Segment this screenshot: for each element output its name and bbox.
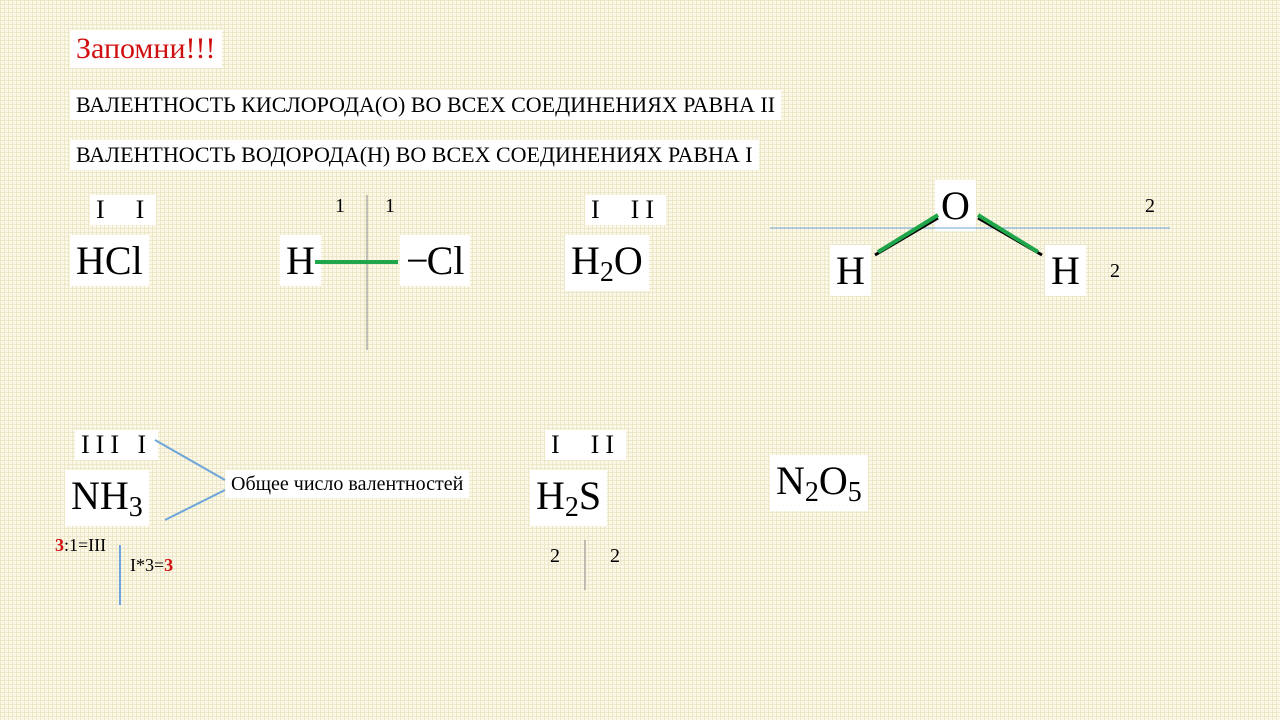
nh3-val-n: III bbox=[81, 430, 125, 459]
h2s-h: H bbox=[536, 473, 565, 518]
h2o-sub2: 2 bbox=[600, 257, 614, 288]
nh3-n: N bbox=[71, 473, 100, 518]
nh3-formula: NH3 bbox=[65, 470, 149, 526]
h2o-count-side: 2 bbox=[1110, 260, 1120, 283]
h2s-s: S bbox=[579, 473, 601, 518]
h2s-formula: H2S bbox=[530, 470, 607, 526]
hcl-struct-cl: −Cl bbox=[400, 235, 470, 286]
nh3-note: Общее число валентностей bbox=[225, 470, 469, 498]
h2s-val-s: II bbox=[591, 430, 620, 459]
h2o-formula: H2O bbox=[565, 235, 649, 291]
hcl-val-cl: I bbox=[136, 195, 151, 224]
nh3-mult-post: 3 bbox=[164, 555, 173, 575]
n2o5-o: O bbox=[819, 458, 848, 503]
nh3-ratio: 3:1=III bbox=[55, 535, 106, 556]
nh3-h: H bbox=[100, 473, 129, 518]
h2s-count-l: 2 bbox=[550, 545, 560, 568]
nh3-mult-pre: I*3= bbox=[130, 555, 164, 575]
rule-hydrogen: ВАЛЕНТНОСТЬ ВОДОРОДА(H) ВО ВСЕХ СОЕДИНЕН… bbox=[70, 140, 759, 170]
h2o-val-h: I bbox=[591, 195, 606, 224]
nh3-mult: I*3=3 bbox=[130, 555, 173, 576]
h2o-struct-o: O bbox=[935, 180, 976, 231]
n2o5-sub2: 2 bbox=[805, 477, 819, 508]
n2o5-n: N bbox=[776, 458, 805, 503]
title: Запомни!!! bbox=[70, 30, 222, 68]
h2o-struct-h2: H bbox=[1045, 245, 1086, 296]
hcl-val-h: I bbox=[96, 195, 111, 224]
nh3-ratio-post: :1=III bbox=[64, 535, 106, 555]
h2s-valences: I II bbox=[545, 430, 626, 460]
h2o-count-top: 2 bbox=[1145, 195, 1155, 218]
h2s-count-r: 2 bbox=[610, 545, 620, 568]
h2o-valences: I II bbox=[585, 195, 666, 225]
hcl-struct-cl-text: Cl bbox=[427, 238, 465, 283]
h2s-val-h: I bbox=[551, 430, 566, 459]
nh3-val-h: I bbox=[137, 430, 152, 459]
n2o5-sub5: 5 bbox=[848, 477, 862, 508]
h2o-struct-h1: H bbox=[830, 245, 871, 296]
hcl-h: H bbox=[76, 238, 105, 283]
nh3-ratio-pre: 3 bbox=[55, 535, 64, 555]
hcl-struct-h: H bbox=[280, 235, 321, 286]
nh3-sub3: 3 bbox=[129, 492, 143, 523]
hcl-count-cl: 1 bbox=[385, 195, 395, 218]
rule-oxygen: ВАЛЕНТНОСТЬ КИСЛОРОДА(О) ВО ВСЕХ СОЕДИНЕ… bbox=[70, 90, 781, 120]
nh3-valences: III I bbox=[75, 430, 158, 460]
hcl-formula: HCl bbox=[70, 235, 149, 286]
hcl-cl: Cl bbox=[105, 238, 143, 283]
n2o5-formula: N2O5 bbox=[770, 455, 868, 511]
h2s-sub2: 2 bbox=[565, 492, 579, 523]
hcl-count-h: 1 bbox=[335, 195, 345, 218]
h2o-o: O bbox=[614, 238, 643, 283]
h2o-val-o: II bbox=[631, 195, 660, 224]
h2o-h: H bbox=[571, 238, 600, 283]
hcl-valences: I I bbox=[90, 195, 156, 225]
